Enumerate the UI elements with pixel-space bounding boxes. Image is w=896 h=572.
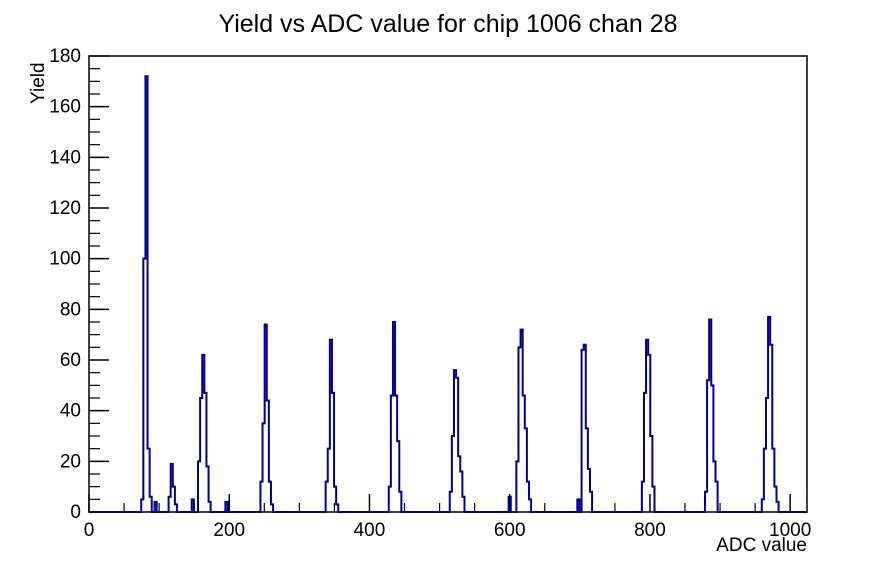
y-tick-label: 20 bbox=[60, 451, 81, 472]
y-axis-title: Yield bbox=[28, 62, 49, 104]
x-tick-label: 1000 bbox=[769, 520, 811, 541]
y-tick-label: 160 bbox=[49, 97, 81, 118]
y-tick-label: 80 bbox=[60, 299, 81, 320]
y-tick-label: 140 bbox=[49, 147, 81, 168]
histogram-line bbox=[89, 75, 807, 513]
axis-tick-labels: 0 200 400 600 800 1000 0 20 40 60 80 100 120 140 160 18… bbox=[49, 46, 811, 541]
y-tick-label: 0 bbox=[70, 502, 81, 523]
y-tick-label: 40 bbox=[60, 401, 81, 422]
x-tick-label: 600 bbox=[494, 520, 526, 541]
axis-ticks bbox=[88, 55, 791, 513]
x-tick-label: 800 bbox=[634, 520, 666, 541]
x-axis-title: ADC value bbox=[716, 535, 807, 556]
x-tick-label: 200 bbox=[213, 520, 245, 541]
chart-title: Yield vs ADC value for chip 1006 chan 28 bbox=[218, 10, 677, 38]
plot-frame bbox=[88, 55, 808, 513]
y-tick-label: 120 bbox=[49, 198, 81, 219]
y-tick-label: 100 bbox=[49, 249, 81, 270]
y-tick-label: 60 bbox=[60, 350, 81, 371]
y-tick-label: 180 bbox=[49, 46, 81, 67]
x-tick-label: 400 bbox=[354, 520, 386, 541]
x-tick-label: 0 bbox=[84, 520, 95, 541]
